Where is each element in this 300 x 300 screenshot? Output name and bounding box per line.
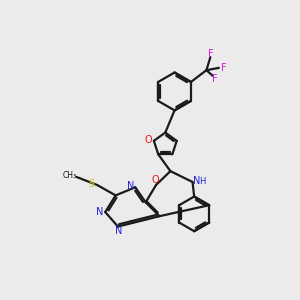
Text: F: F: [221, 63, 226, 73]
Text: O: O: [152, 175, 159, 185]
Text: N: N: [97, 207, 104, 217]
Text: H: H: [199, 177, 206, 186]
Text: N: N: [127, 181, 134, 191]
Text: F: F: [212, 74, 218, 84]
Text: S: S: [88, 179, 94, 189]
Text: N: N: [194, 176, 201, 186]
Text: N: N: [116, 226, 123, 236]
Text: F: F: [208, 49, 213, 59]
Text: O: O: [144, 135, 152, 145]
Text: CH₃: CH₃: [62, 171, 76, 180]
